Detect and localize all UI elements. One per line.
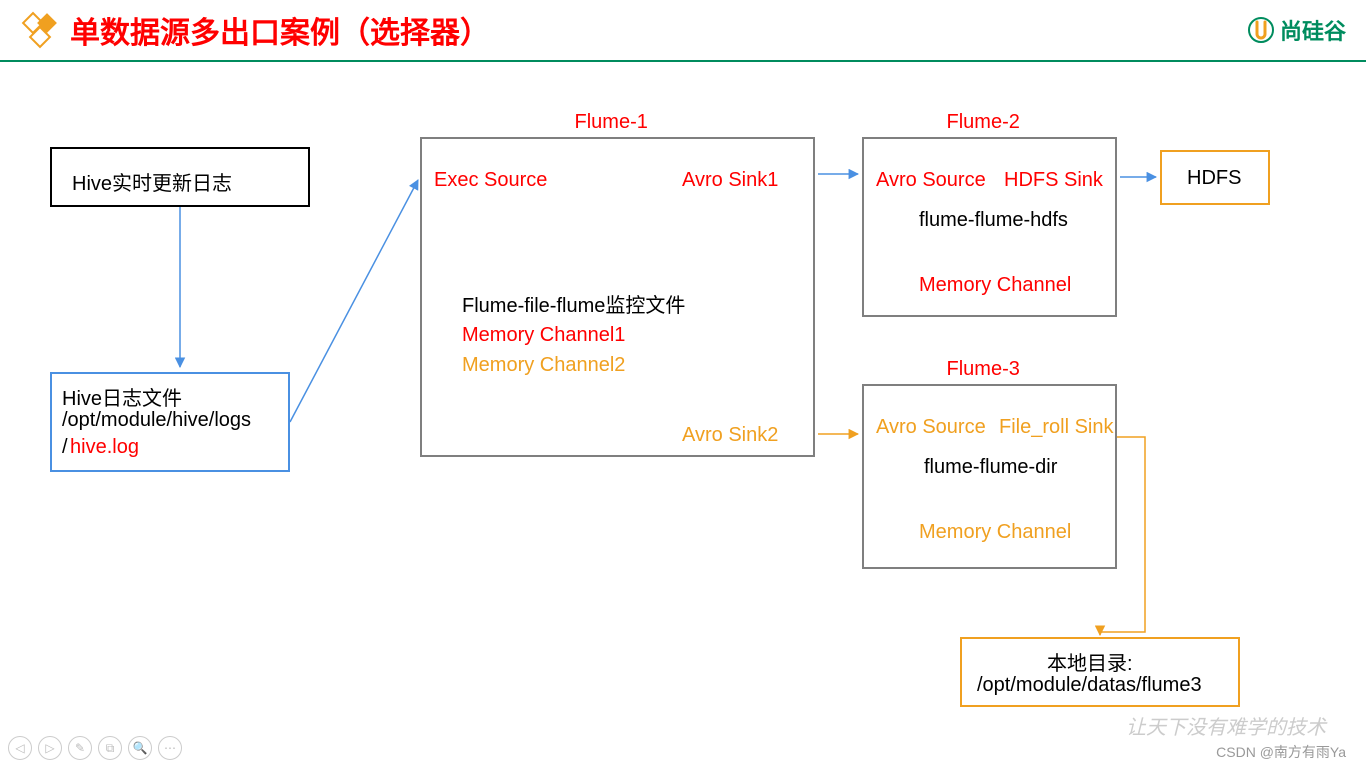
arrow	[290, 180, 418, 422]
box-flume2: Flume-2Avro SourceHDFS Sinkflume-flume-h…	[862, 137, 1117, 317]
box-flume3: Flume-3Avro SourceFile_roll Sinkflume-fl…	[862, 384, 1117, 569]
footer-control-button[interactable]: ✎	[68, 736, 92, 760]
box-hdfs: HDFS	[1160, 150, 1270, 205]
text: Hive实时更新日志	[72, 167, 232, 196]
text: Flume-file-flume监控文件	[462, 289, 685, 318]
footer-control-button[interactable]: 🔍	[128, 736, 152, 760]
brand-logo-icon	[1247, 16, 1275, 44]
text: Hive日志文件	[62, 382, 182, 411]
text: Exec Source	[434, 169, 547, 192]
text: Memory Channel	[919, 521, 1071, 544]
text: Avro Sink2	[682, 424, 778, 447]
text: Avro Source	[876, 169, 986, 192]
text: /	[62, 436, 68, 459]
box-local_dir: 本地目录:/opt/module/datas/flume3	[960, 637, 1240, 707]
box-hive_realtime: Hive实时更新日志	[50, 147, 310, 207]
footer-control-button[interactable]: ▷	[38, 736, 62, 760]
text: 本地目录:	[1047, 647, 1133, 676]
brand-text: 尚硅谷	[1280, 14, 1346, 46]
box-hive_logfile: Hive日志文件/opt/module/hive/logs /hive.log	[50, 372, 290, 472]
text: Memory Channel1	[462, 324, 625, 347]
footer-control-button[interactable]: ⋯	[158, 736, 182, 760]
box-title-flume1: Flume-1	[575, 111, 648, 134]
text: Avro Source	[876, 416, 986, 439]
text: flume-flume-dir	[924, 456, 1057, 479]
page-title: 单数据源多出口案例（选择器）	[70, 8, 1247, 52]
text: HDFS Sink	[1004, 169, 1103, 192]
box-title-flume2: Flume-2	[947, 111, 1020, 134]
text: /opt/module/datas/flume3	[977, 674, 1202, 697]
text: Memory Channel	[919, 274, 1071, 297]
text: HDFS	[1187, 167, 1241, 190]
watermark-slogan: 让天下没有难学的技术	[1126, 711, 1326, 740]
diagram-canvas: Hive实时更新日志 Hive日志文件/opt/module/hive/logs /…	[0, 62, 1366, 762]
brand-block: 尚硅谷	[1247, 14, 1346, 46]
box-flume1: Flume-1Exec SourceAvro Sink1Flume-file-f…	[420, 137, 815, 457]
text: hive.log	[70, 436, 139, 459]
text: /opt/module/hive/logs	[62, 409, 251, 432]
footer-control-button[interactable]: ◁	[8, 736, 32, 760]
footer-controls: ◁▷✎⧉🔍⋯	[8, 736, 182, 760]
text: Memory Channel2	[462, 354, 625, 377]
title-diamond-icon	[20, 10, 60, 50]
watermark-author: CSDN @南方有雨Ya	[1216, 742, 1346, 762]
footer-control-button[interactable]: ⧉	[98, 736, 122, 760]
text: File_roll Sink	[999, 416, 1113, 439]
box-title-flume3: Flume-3	[947, 358, 1020, 381]
text: flume-flume-hdfs	[919, 209, 1068, 232]
text: Avro Sink1	[682, 169, 778, 192]
page-header: 单数据源多出口案例（选择器） 尚硅谷	[0, 0, 1366, 62]
